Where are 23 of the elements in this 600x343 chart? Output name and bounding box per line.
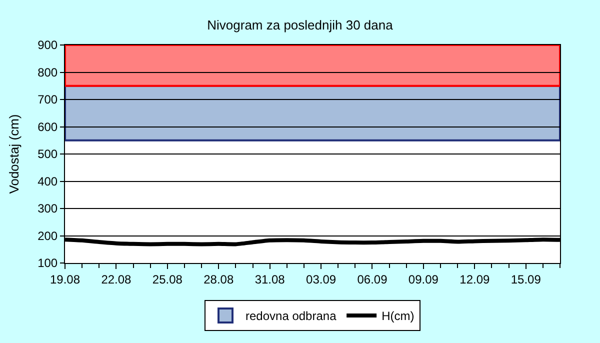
y-tick-label: 900 (38, 38, 58, 52)
x-tick-label: 06.09 (357, 272, 388, 286)
x-tick-label: 15.09 (510, 272, 542, 286)
y-tick-label: 600 (38, 120, 58, 134)
legend-label: H(cm) (382, 309, 414, 324)
x-tick-label: 25.08 (152, 272, 183, 286)
x-tick-label: 22.08 (101, 272, 132, 286)
y-tick-label: 100 (38, 256, 58, 270)
x-tick-label: 09.09 (408, 272, 439, 286)
chart-title: Nivogram za poslednjih 30 dana (207, 18, 394, 33)
y-tick-label: 200 (38, 228, 58, 243)
y-tick-label: 700 (38, 92, 58, 107)
y-tick-label: 300 (38, 202, 58, 216)
x-tick-label: 19.08 (50, 272, 80, 286)
x-tick-label: 28.08 (204, 272, 234, 286)
y-tick-label: 400 (38, 174, 58, 188)
y-tick-label: 800 (38, 65, 58, 80)
legend-label: redovna odbrana (246, 309, 337, 324)
x-tick-label: 03.09 (306, 272, 336, 286)
x-tick-label: 12.09 (460, 272, 490, 286)
y-tick-label: 500 (38, 147, 58, 162)
x-tick-label: 31.08 (254, 272, 286, 286)
y-axis-title: Vodostaj (cm) (6, 114, 22, 194)
